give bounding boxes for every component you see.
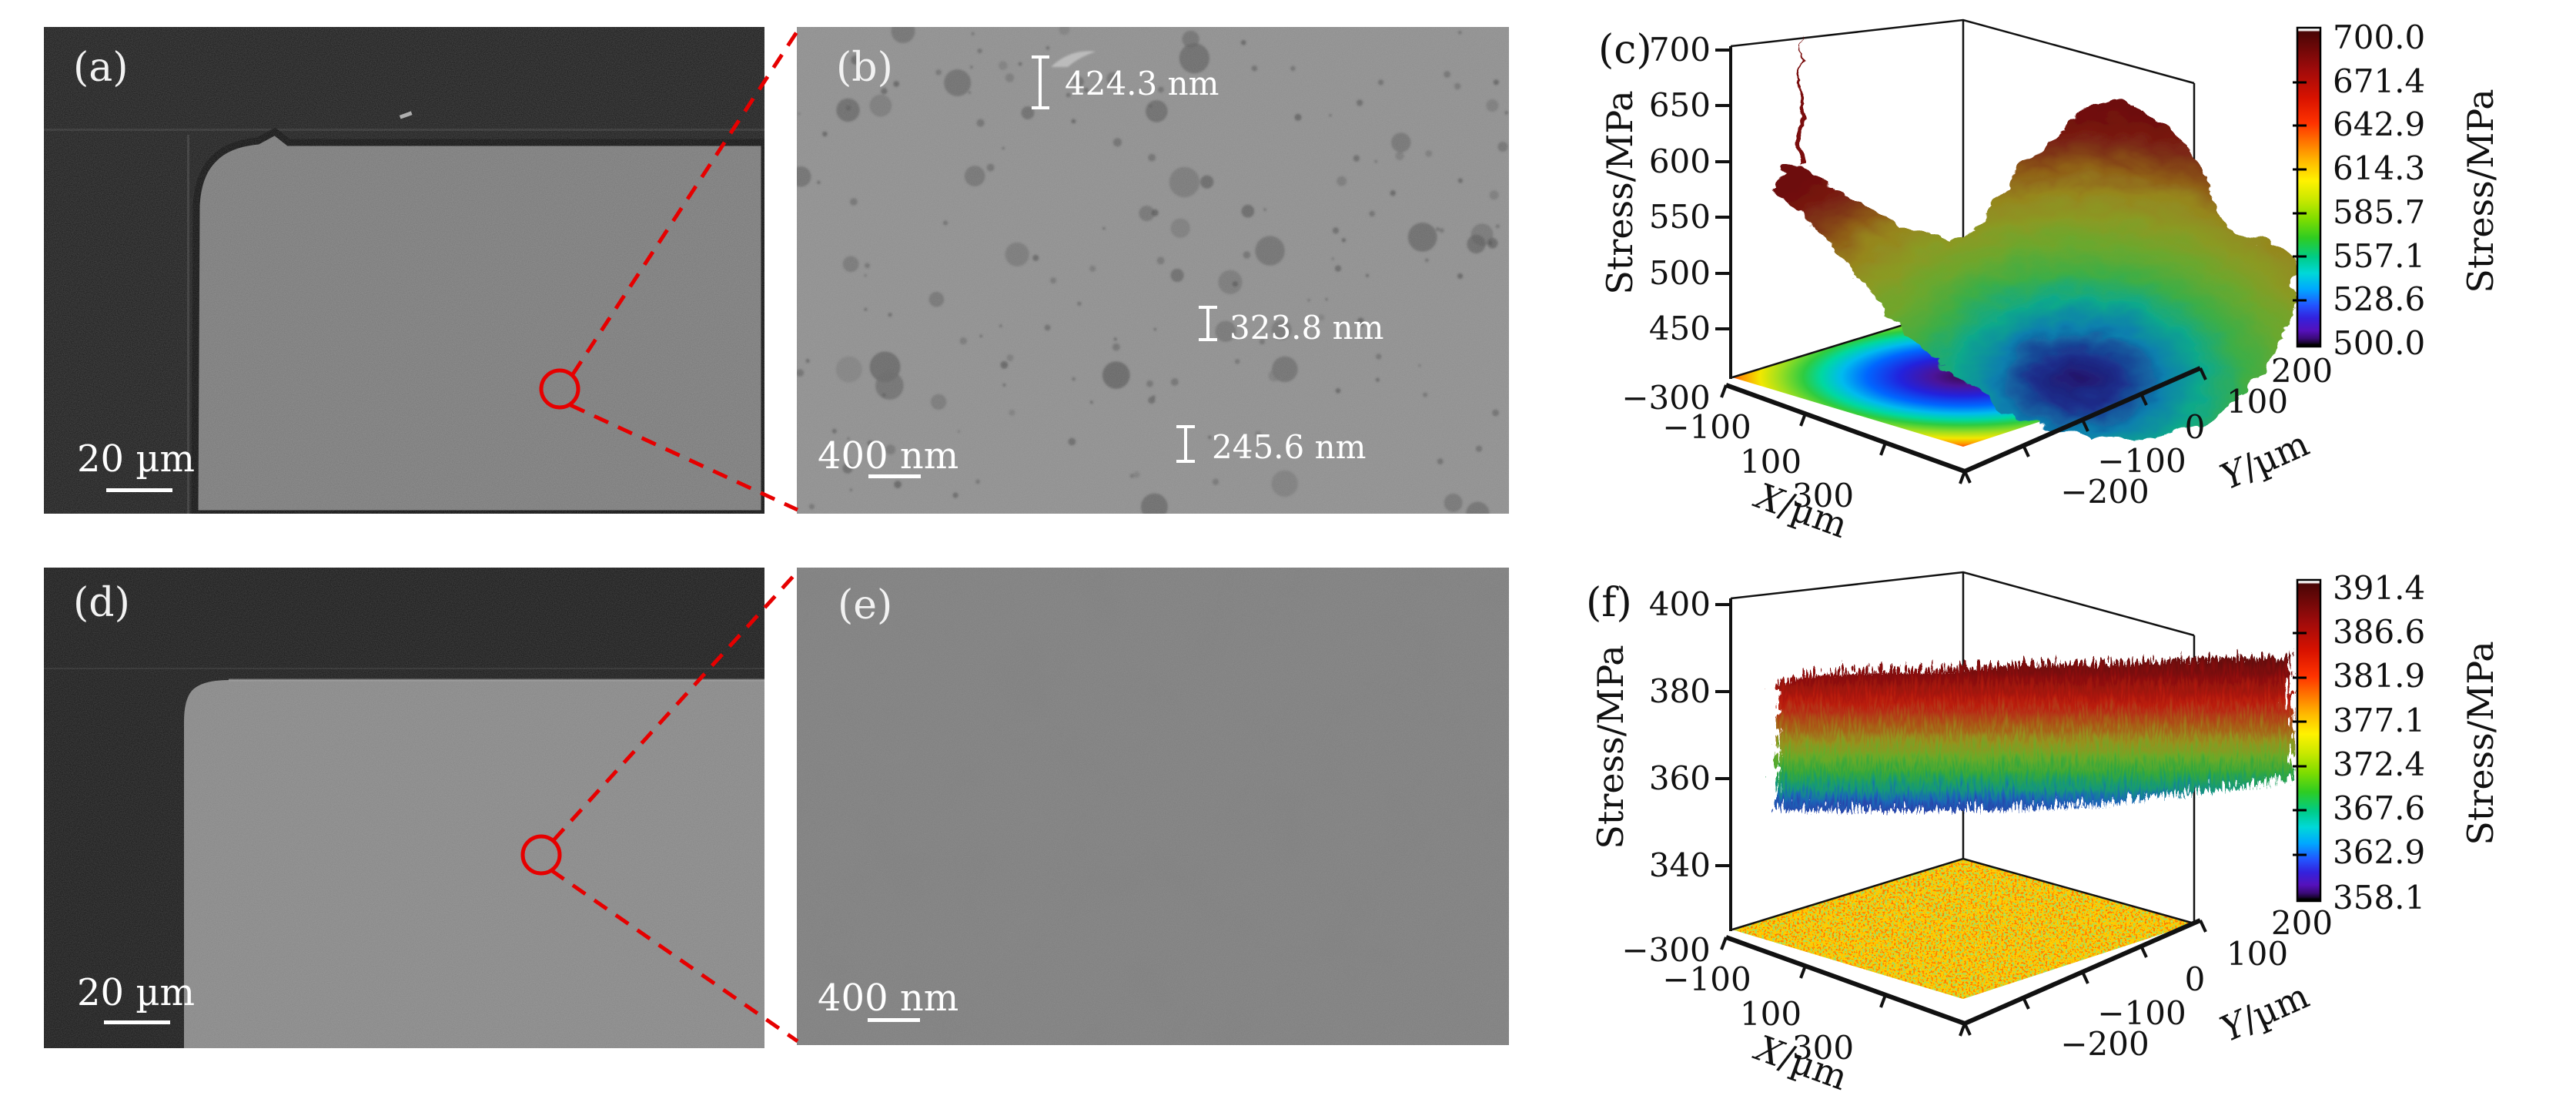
sem-image-a: (a) 20 µm <box>44 27 764 514</box>
f-cb-391: 391.4 <box>2333 569 2425 607</box>
plot-f: 400 380 360 340 −300 −100 100 300 200 10… <box>1586 569 2501 1098</box>
panel-label-e: (e) <box>838 582 893 628</box>
measurement-245: 245.6 nm <box>1212 428 1367 466</box>
scalebar-line-d <box>104 1020 170 1024</box>
c-cb-585: 585.7 <box>2333 193 2425 231</box>
box-frame-c <box>1730 18 2196 379</box>
f-ytick-0: 0 <box>2185 960 2206 998</box>
scalebar-line-b <box>868 474 921 478</box>
c-ytick-m200: −200 <box>2060 473 2149 511</box>
scalebar-line-a <box>106 488 172 492</box>
c-cb-557: 557.1 <box>2333 237 2425 275</box>
sem-texture-b <box>797 27 1509 514</box>
scalebar-text-b: 400 nm <box>818 434 959 477</box>
f-xaxis-label: X/µm <box>1748 1027 1853 1098</box>
f-ztick-360: 360 <box>1649 759 1711 797</box>
c-ztick-650: 650 <box>1649 86 1711 124</box>
f-ztick-340: 340 <box>1649 846 1711 884</box>
axis-ticks-c <box>1715 49 2207 484</box>
scalebar-text-d: 20 µm <box>77 971 196 1014</box>
c-ztick-700: 700 <box>1649 31 1711 69</box>
c-ztick-450: 450 <box>1649 310 1711 347</box>
c-cb-700: 700.0 <box>2333 18 2425 56</box>
box-frame-f <box>1730 571 2196 931</box>
c-ytick-200: 200 <box>2271 352 2333 390</box>
f-cb-386: 386.6 <box>2333 613 2425 651</box>
surface-c <box>1772 28 2294 437</box>
c-yaxis-label: Y/µm <box>2214 422 2315 498</box>
c-ztick-550: 550 <box>1649 198 1711 236</box>
f-xtick-3: 100 <box>1740 995 1802 1033</box>
panel-label-a: (a) <box>73 45 129 91</box>
f-zaxis-label: Stress/MPa <box>1590 645 1631 849</box>
colorbar-c: 700.0 671.4 642.9 614.3 585.7 557.1 528.… <box>2293 18 2501 362</box>
scalebar-text-e: 400 nm <box>818 977 959 1020</box>
sem-texture-e <box>797 568 1509 1045</box>
panel-label-d: (d) <box>73 580 130 626</box>
f-cb-358: 358.1 <box>2333 879 2425 916</box>
f-cb-362: 362.9 <box>2333 833 2425 871</box>
f-yaxis-label: Y/µm <box>2214 974 2315 1050</box>
f-ytick-m200: −200 <box>2060 1025 2149 1063</box>
surface-f <box>1771 651 2287 805</box>
colorbar-f: 391.4 386.6 381.9 377.1 372.4 367.6 362.… <box>2293 569 2501 916</box>
scalebar-line-e <box>868 1018 920 1022</box>
f-ztick-400: 400 <box>1649 585 1711 623</box>
f-cb-372: 372.4 <box>2333 746 2425 783</box>
f-cb-367: 367.6 <box>2333 789 2425 827</box>
axis-ticks-f <box>1715 603 2207 1037</box>
measurement-424: 424.3 nm <box>1065 65 1219 102</box>
c-cb-671: 671.4 <box>2333 62 2425 100</box>
f-ztick-380: 380 <box>1649 672 1711 710</box>
c-colorbar-label: Stress/MPa <box>2460 89 2501 293</box>
c-xtick-1: −300 <box>1621 379 1710 417</box>
c-xtick-3: 100 <box>1740 443 1802 481</box>
panel-label-c: (c) <box>1598 27 1652 73</box>
c-xtick-4: 300 <box>1792 477 1854 514</box>
c-ytick-100: 100 <box>2226 383 2288 421</box>
c-xtick-2: −100 <box>1662 408 1751 446</box>
c-cb-528: 528.6 <box>2333 280 2425 318</box>
c-ytick-m100: −100 <box>2097 442 2186 480</box>
c-ztick-500: 500 <box>1649 254 1711 292</box>
f-colorbar-label: Stress/MPa <box>2460 641 2501 845</box>
c-xaxis-label: X/µm <box>1748 474 1853 546</box>
floor-contour-c <box>1732 307 2194 447</box>
c-cb-500: 500.0 <box>2333 324 2425 362</box>
c-ytick-0: 0 <box>2185 408 2206 446</box>
f-ytick-m100: −100 <box>2097 994 2186 1032</box>
measurement-323: 323.8 nm <box>1229 309 1384 347</box>
f-ytick-200: 200 <box>2271 904 2333 942</box>
c-cb-642: 642.9 <box>2333 106 2425 143</box>
f-cb-377: 377.1 <box>2333 702 2425 739</box>
c-cb-614: 614.3 <box>2333 149 2425 187</box>
scalebar-text-a: 20 µm <box>77 437 196 481</box>
panel-label-f: (f) <box>1586 580 1632 626</box>
sem-image-d: (d) 20 µm <box>44 568 764 1048</box>
c-zaxis-label: Stress/MPa <box>1599 90 1641 294</box>
c-ztick-600: 600 <box>1649 142 1711 180</box>
floor-speckle-clip <box>1732 859 2194 999</box>
floor-speckle-f <box>1732 859 2194 999</box>
axes-c <box>1725 46 2202 474</box>
sem-image-b: (b) 424.3 nm 323.8 nm 245.6 nm 400 nm <box>797 27 1509 514</box>
f-xtick-1: −300 <box>1621 931 1710 969</box>
panel-label-b: (b) <box>836 45 893 91</box>
f-xtick-2: −100 <box>1662 960 1751 998</box>
axes-f <box>1725 598 2202 1026</box>
f-ytick-100: 100 <box>2226 935 2288 973</box>
f-xtick-4: 300 <box>1792 1029 1854 1067</box>
plot-c: 700 650 600 550 500 450 −300 −100 100 30… <box>1598 18 2501 546</box>
f-cb-381: 381.9 <box>2333 657 2425 695</box>
sem-image-e: (e) 400 nm <box>797 568 1509 1045</box>
